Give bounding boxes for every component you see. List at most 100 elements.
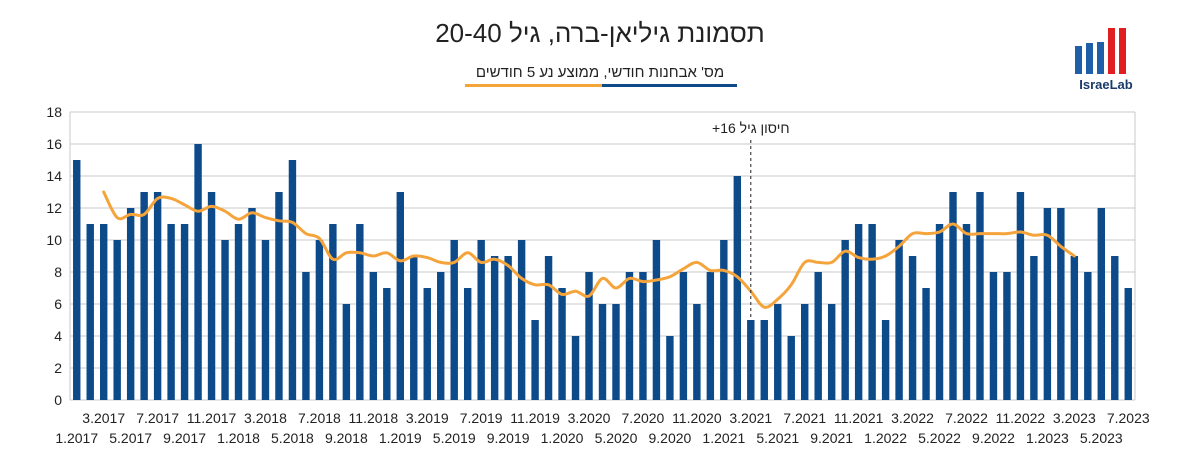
annotation-label: חיסון גיל 16+ [712,120,790,136]
bar [288,160,297,400]
x-tick-label: 11.2019 [510,410,560,426]
bar [207,192,216,400]
bar [113,240,121,400]
logo-bar [1097,42,1104,74]
bar [666,336,674,400]
x-tick-label: 5.2019 [433,430,476,446]
bar [1043,208,1052,400]
bar [1070,256,1079,400]
x-tick-label: 11.2020 [672,410,722,426]
x-tick-label: 9.2019 [487,430,530,446]
bar [760,320,768,400]
x-tick-label: 5.2021 [756,430,799,446]
x-tick-label: 7.2021 [783,410,826,426]
israelab-logo: IsraeLab [1071,24,1141,94]
y-tick-label: 4 [54,328,62,344]
x-tick-label: 5.2022 [918,430,961,446]
x-tick-label: 7.2022 [945,410,988,426]
x-tick-label: 11.2021 [834,410,884,426]
bar [652,240,661,400]
bar [693,304,701,400]
bars-legend-label: מס' אבחנות חודשי [607,64,725,81]
bar [302,272,310,400]
bar [342,304,351,400]
bar [450,240,458,400]
bar [774,304,782,400]
x-tick-label: 11.2022 [996,410,1046,426]
bar [801,304,809,400]
bar [73,160,81,400]
bar [922,288,930,400]
bar [369,272,378,400]
x-tick-label: 3.2023 [1053,410,1096,426]
bar [585,272,593,400]
x-tick-label: 1.2017 [55,430,98,446]
x-tick-label: 7.2020 [622,410,665,426]
bar [571,336,580,400]
x-tick-label: 1.2022 [864,430,907,446]
bar [248,208,256,400]
bar [1124,288,1132,400]
bar [625,272,634,400]
bar [194,144,202,400]
x-tick-label: 11.2017 [187,410,237,426]
bar [612,304,620,400]
x-tick-label: 5.2018 [271,430,314,446]
logo-bar [1108,28,1115,74]
x-tick-label: 1.2019 [379,430,422,446]
bar [787,336,795,400]
bar [234,224,243,400]
bar [908,256,917,400]
bar [1111,256,1119,400]
bar [86,224,94,400]
bar [814,272,822,400]
logo-text: IsraeLab [1079,77,1133,92]
bar [989,272,998,400]
x-tick-label: 7.2023 [1107,410,1150,426]
y-tick-label: 12 [46,200,62,216]
bar [275,192,283,400]
x-tick-label: 3.2021 [729,410,772,426]
bar [544,256,553,400]
x-tick-label: 3.2018 [244,410,287,426]
bar [679,272,688,400]
bar [733,176,742,400]
bar [841,240,849,400]
bar [949,192,957,400]
bar [437,272,445,400]
y-tick-label: 16 [46,136,62,152]
bar [868,224,876,400]
bar [976,192,984,400]
bars-legend-swatch [602,84,737,87]
x-tick-label: 7.2018 [298,410,341,426]
bar [126,208,135,400]
y-tick-label: 10 [46,232,62,248]
bar [1084,272,1092,400]
bar [221,240,229,400]
bar [1003,272,1011,400]
y-tick-label: 18 [46,104,62,120]
bar [720,240,728,400]
bar [895,240,903,400]
x-tick-label: 7.2017 [136,410,179,426]
bar [854,224,863,400]
x-tick-label: 3.2020 [568,410,611,426]
x-tick-label: 7.2019 [460,410,503,426]
bar [531,320,539,400]
x-tick-label: 5.2020 [595,430,638,446]
bar [1097,208,1106,400]
y-tick-label: 2 [54,360,62,376]
x-tick-label: 1.2021 [702,430,745,446]
y-tick-label: 0 [54,392,62,408]
x-tick-label: 5.2023 [1080,430,1123,446]
x-tick-label: 9.2021 [810,430,853,446]
bar [167,224,175,400]
chart-title: תסמונת גיליאן-ברה, גיל 20-40 [435,18,765,48]
line-legend-swatch [465,84,602,87]
bar [827,304,836,400]
bar [315,240,324,400]
y-tick-label: 6 [54,296,62,312]
logo-bar [1075,46,1082,74]
legend-separator: , [603,64,608,81]
bar [490,256,499,400]
